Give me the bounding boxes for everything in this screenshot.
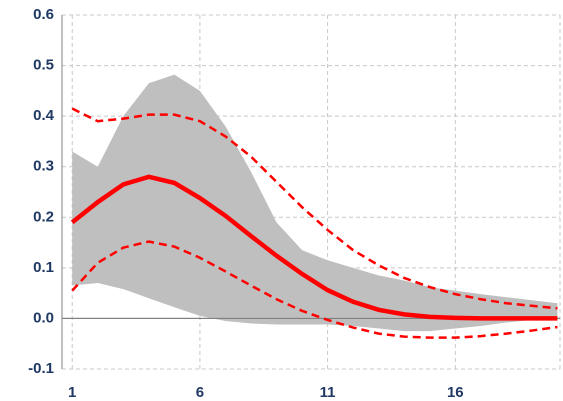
y-tick-label: 0.1 <box>33 259 54 276</box>
y-tick-label: 0.6 <box>33 6 54 23</box>
x-tick-label: 1 <box>68 384 76 401</box>
x-tick-label: 11 <box>320 384 336 401</box>
response-line <box>70 174 558 321</box>
y-tick-label: 0.5 <box>33 57 54 74</box>
y-tick-label: -0.1 <box>28 360 54 377</box>
y-tick-label: 0.3 <box>33 158 54 175</box>
y-tick-label: 0.2 <box>33 208 54 225</box>
y-tick-label: 0.4 <box>33 107 55 124</box>
confidence-band <box>72 74 558 332</box>
y-tick-label: 0.0 <box>33 309 54 326</box>
bound-line <box>71 240 558 339</box>
x-tick-label: 16 <box>447 384 464 401</box>
x-tick-label: 6 <box>196 384 204 401</box>
bound-line <box>71 107 558 310</box>
